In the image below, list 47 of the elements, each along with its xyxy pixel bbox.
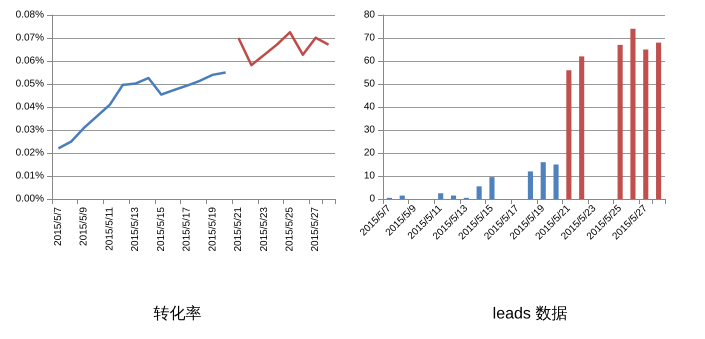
x-tick-label: 2015/5/15 [156,206,167,252]
bar [553,164,559,199]
bar [400,196,405,199]
bar [643,50,648,199]
bar [656,42,662,199]
y-tick-label: 0.03% [16,124,44,136]
y-tick-label: 0.06% [16,56,44,66]
y-tick-label: 60 [364,56,376,66]
x-tick-label: 2015/5/9 [78,206,90,246]
y-tick-label: 0.05% [16,78,44,90]
bar [489,177,495,199]
y-tick-label: 50 [364,78,376,90]
bar [630,28,636,199]
bar [438,193,444,199]
x-tick-label: 2015/5/23 [258,206,270,252]
y-tick-label: 20 [364,148,376,158]
line-series [57,71,227,150]
bar [450,196,456,199]
bar [528,171,533,199]
y-tick-label: 0.01% [16,170,44,182]
bar [579,56,584,199]
x-tick-label: 2015/5/17 [182,206,193,252]
x-tick-label: 2015/5/13 [130,206,142,252]
text: leads 数据 [492,306,568,322]
bar [540,162,546,199]
y-tick-label: 0.07% [16,32,44,44]
y-tick-label: 0.00% [16,194,44,204]
y-tick-label: 0.04% [16,102,44,112]
y-tick-label: 0.08% [16,10,44,20]
y-tick-label: 40 [364,102,376,112]
y-tick-label: 80 [364,10,376,20]
y-tick-label: 0.02% [16,148,44,158]
x-tick-label: 2015/5/19 [207,206,218,252]
x-tick-label: 2015/5/21 [233,206,244,252]
y-tick-label: 70 [364,32,376,44]
bar [566,70,572,199]
x-tick-label: 2015/5/11 [104,206,116,251]
x-tick-label: 2015/5/27 [310,206,322,252]
bar [476,186,482,199]
y-tick-label: 10 [364,170,376,182]
text: 转化率 [154,304,202,322]
y-tick-label: 30 [364,124,376,136]
bar [618,44,623,199]
line-series [237,31,330,66]
y-tick-label: 0 [369,194,376,204]
x-tick-label: 2015/5/7 [52,206,64,246]
x-tick-label: 2015/5/25 [284,206,296,252]
